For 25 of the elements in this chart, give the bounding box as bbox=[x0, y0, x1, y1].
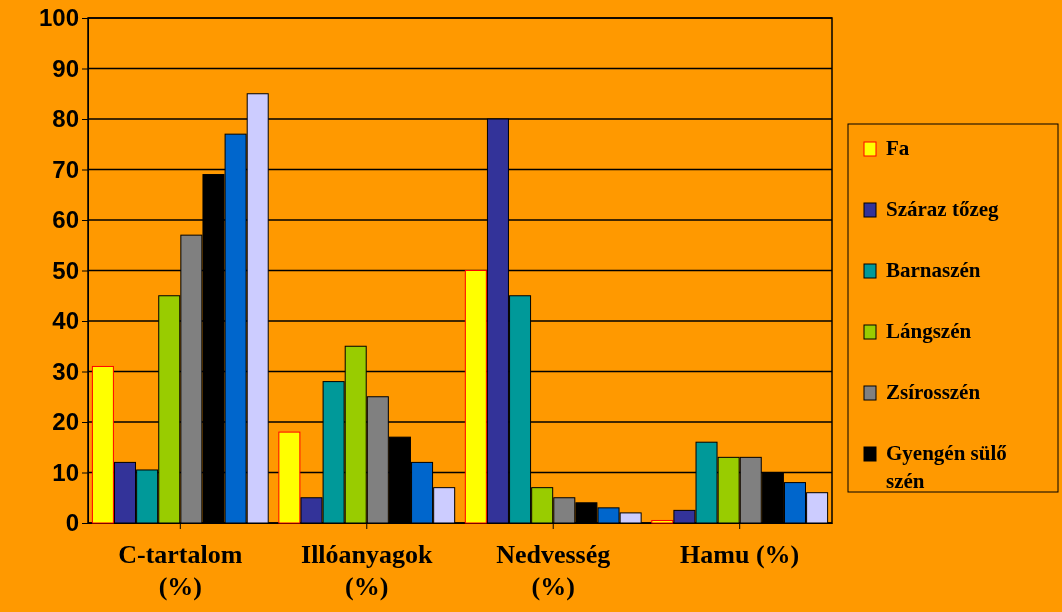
y-tick-label: 70 bbox=[52, 155, 79, 183]
y-tick-label: 80 bbox=[52, 105, 79, 133]
legend-label: Száraz tőzeg bbox=[886, 197, 1000, 221]
legend-label: Fa bbox=[886, 136, 910, 160]
y-tick-label: 60 bbox=[52, 206, 79, 234]
bar bbox=[91, 365, 114, 524]
y-tick-label: 10 bbox=[52, 458, 79, 486]
legend-label: Barnaszén bbox=[886, 258, 981, 282]
bar bbox=[651, 519, 674, 524]
x-tick-label: C-tartalom (%) bbox=[118, 540, 243, 601]
legend-label: Zsírosszén bbox=[886, 380, 981, 404]
y-tick-label: 90 bbox=[52, 54, 79, 82]
bar bbox=[464, 270, 487, 524]
y-tick-label: 100 bbox=[38, 4, 79, 32]
legend-label: Lángszén bbox=[886, 319, 972, 343]
bar bbox=[278, 431, 301, 524]
legend-label: Gyengén sülő szén bbox=[886, 441, 1007, 493]
y-tick-label: 30 bbox=[52, 357, 79, 385]
x-tick-label: Hamu (%) bbox=[680, 540, 800, 569]
y-tick-label: 50 bbox=[52, 256, 79, 284]
y-tick-label: 20 bbox=[52, 408, 79, 436]
y-tick-label: 0 bbox=[65, 509, 79, 537]
x-tick-label: Nedvesség (%) bbox=[496, 540, 611, 601]
y-tick-label: 40 bbox=[52, 307, 79, 335]
x-tick-label: Illóanyagok (%) bbox=[301, 540, 434, 601]
